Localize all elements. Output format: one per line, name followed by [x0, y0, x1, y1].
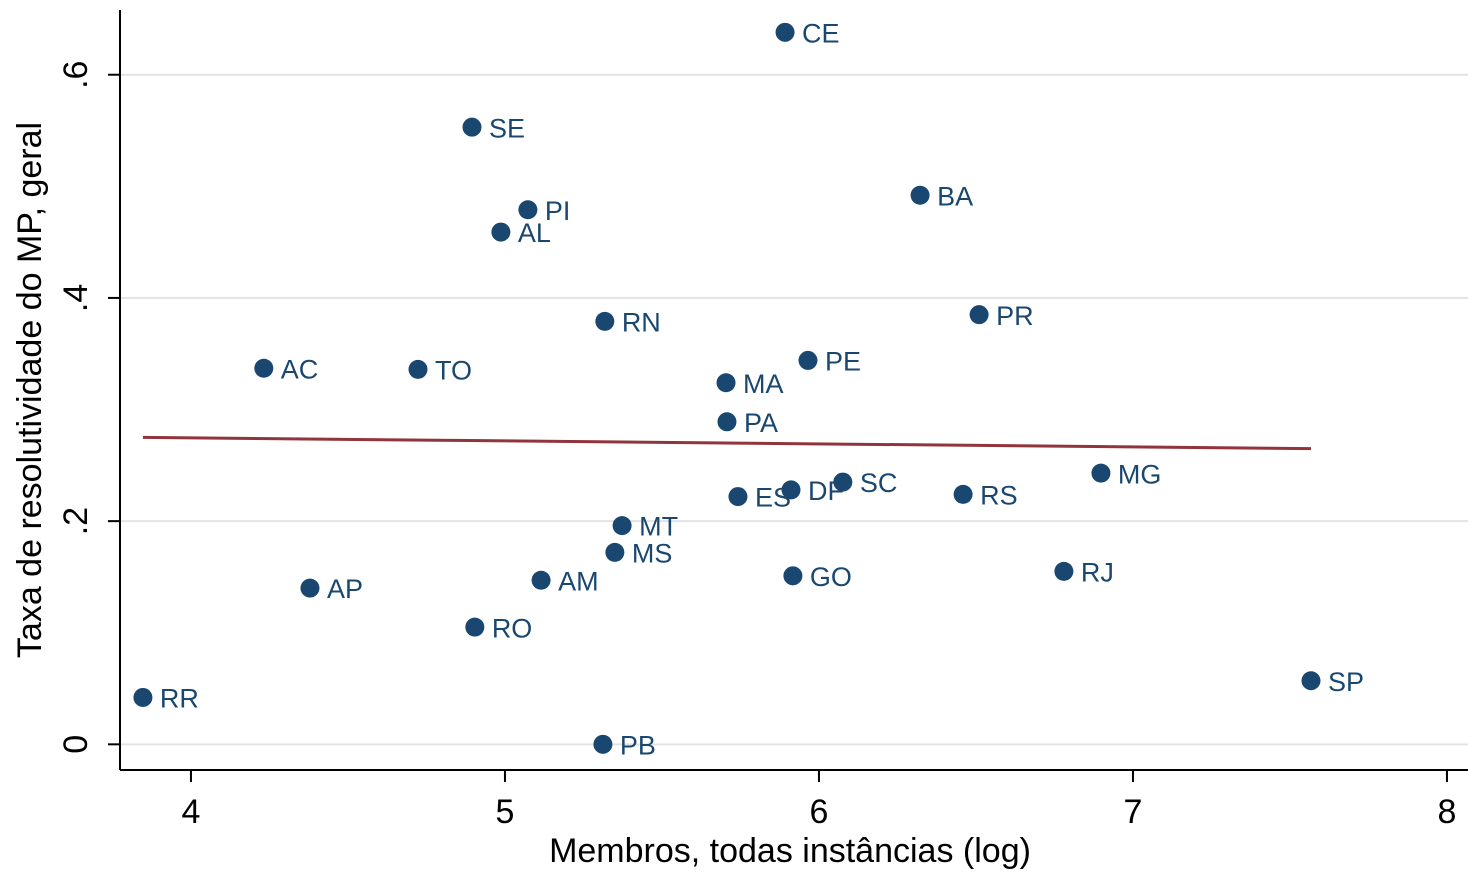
x-tick-label: 6 [810, 793, 829, 831]
point [728, 487, 748, 507]
point [612, 516, 632, 536]
point-label: SC [860, 468, 898, 498]
x-tick-label: 4 [182, 793, 201, 831]
point [1091, 463, 1111, 483]
point-label: RS [980, 480, 1018, 510]
point-label: MS [632, 539, 673, 569]
point-label: RN [622, 307, 661, 337]
point [783, 566, 803, 586]
x-tick-label: 5 [496, 793, 515, 831]
fit-line [142, 435, 1312, 451]
point [465, 617, 485, 637]
point-label: PA [744, 408, 778, 438]
point-label: PE [825, 347, 861, 377]
point-label: MA [743, 369, 784, 399]
point [491, 222, 511, 242]
point [833, 472, 853, 492]
point [254, 358, 274, 378]
point-label: PI [545, 196, 571, 226]
point-label: SP [1328, 667, 1364, 697]
point [775, 22, 795, 42]
point [1054, 561, 1074, 581]
point [953, 484, 973, 504]
point [969, 305, 989, 325]
y-axis-title: Taxa de resolutividade do MP, geral [11, 122, 49, 658]
y-tick-label: .6 [57, 61, 95, 89]
x-tick-label: 8 [1438, 793, 1457, 831]
y-tick-label: .4 [57, 284, 95, 312]
point [595, 311, 615, 331]
point-label: AM [558, 566, 599, 596]
point-label: RO [492, 613, 532, 643]
point-label: PB [620, 730, 656, 760]
point-label: CE [802, 18, 840, 48]
point-label: PR [996, 301, 1034, 331]
point-label: DF [808, 476, 844, 506]
point [717, 412, 737, 432]
point-label: SE [489, 113, 525, 143]
point-label: AC [281, 354, 319, 384]
point [781, 480, 801, 500]
point [462, 117, 482, 137]
point [716, 373, 736, 393]
point-label: AP [327, 574, 363, 604]
y-tick-label: .2 [57, 507, 95, 535]
point [408, 359, 428, 379]
point [910, 185, 930, 205]
point-label: TO [435, 355, 472, 385]
point [593, 734, 613, 754]
point [798, 350, 818, 370]
y-tick-label: 0 [57, 735, 95, 754]
point-label: ES [755, 483, 791, 513]
point [133, 687, 153, 707]
x-axis-title: Membros, todas instâncias (log) [549, 832, 1031, 870]
point [300, 578, 320, 598]
point-label: RR [160, 684, 199, 714]
point-label: GO [810, 562, 852, 592]
point [518, 200, 538, 220]
point-label: AL [518, 218, 551, 248]
point [605, 542, 625, 562]
point [531, 570, 551, 590]
x-tick-label: 7 [1124, 793, 1143, 831]
point-label: BA [937, 181, 973, 211]
point-label: MG [1118, 459, 1162, 489]
point-label: RJ [1081, 557, 1114, 587]
point [1301, 671, 1321, 691]
point-label: MT [639, 512, 678, 542]
